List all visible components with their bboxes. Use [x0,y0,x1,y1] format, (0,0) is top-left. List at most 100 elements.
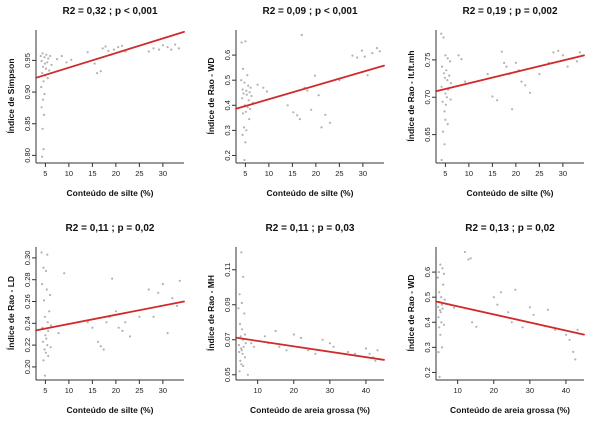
data-point [243,333,247,336]
x-tick-label: 5 [43,169,47,178]
data-point [41,98,45,101]
data-point [240,347,243,350]
data-point [437,271,440,274]
x-tick-label: 25 [135,386,143,395]
data-point [443,298,446,301]
data-point [441,100,444,103]
data-point [244,110,247,113]
data-point [70,58,73,61]
data-point [437,305,440,309]
data-point [241,133,244,136]
data-point [486,73,489,76]
data-point [292,111,295,114]
data-point [443,110,446,113]
data-point [469,257,472,260]
data-point [239,335,242,338]
data-point [371,52,374,55]
scatter-plot: 5 10 15 20 25 30 0.20 0.22 0.24 0.26 0.28 0.30 [23,247,185,395]
x-tick-label: 20 [490,386,498,395]
data-point [41,65,45,68]
data-point [46,253,49,256]
data-point [63,272,66,275]
data-point [249,107,252,111]
data-point [246,106,249,109]
data-point [576,328,579,331]
data-point [507,311,510,314]
data-point [242,275,245,278]
chart-title: R2 = 0,19 ; p = 0,002 [462,6,558,17]
data-point [86,51,89,54]
data-point [45,53,48,56]
data-point [177,47,180,50]
data-point [104,45,107,48]
x-tick-label: 30 [526,386,534,395]
data-point [244,141,247,144]
data-point [292,333,295,336]
data-point [124,321,127,324]
x-tick-label: 20 [312,169,320,178]
chart-title: R2 = 0,11 ; p = 0,02 [65,223,155,234]
data-point [241,88,244,91]
scatter-plot: 10 20 30 40 0.2 0.3 0.4 0.5 0.6 [423,247,585,395]
data-point [441,130,445,133]
x-tick-label: 40 [362,386,370,395]
x-axis-title: Conteúdo de silte (%) [266,188,354,198]
data-point [48,69,51,72]
data-point [45,337,48,340]
data-point [245,89,248,92]
data-point [437,316,440,319]
data-point [538,73,541,76]
data-point [440,85,443,88]
data-point [440,158,443,162]
data-point [568,338,571,341]
data-point [496,303,499,306]
data-point [241,97,244,100]
data-point [554,328,557,331]
data-point [256,83,259,86]
data-point [364,347,368,350]
data-point [245,129,248,132]
data-point [170,48,173,51]
data-point [572,350,575,353]
data-point [496,99,499,102]
y-tick-label: 0.70 [423,90,432,105]
y-tick-label: 0.4 [223,100,232,110]
data-point [42,359,45,362]
scatter-plot: 5 10 15 20 25 30 0.65 0.70 0.75 [423,30,585,178]
data-point [443,76,446,79]
data-point [285,349,288,352]
data-point [50,63,53,66]
data-point [248,91,251,94]
data-point [492,296,495,299]
data-point [444,118,447,121]
data-point [441,267,444,270]
data-point [440,321,443,324]
data-point [40,251,43,254]
data-point [442,283,445,286]
x-tick-label: 25 [135,169,143,178]
data-point [444,92,447,95]
y-tick-label: 0.28 [23,272,32,287]
data-point [242,92,245,95]
data-point [43,315,47,318]
data-point [578,51,581,54]
data-point [96,72,99,75]
x-tick-label: 20 [112,386,120,395]
x-tick-label: 20 [290,386,298,395]
data-point [46,344,49,347]
data-point [546,308,549,311]
data-point [449,98,452,101]
data-point [42,113,46,116]
y-tick-label: 0.24 [23,316,32,331]
data-point [300,33,303,37]
data-point [246,373,249,376]
y-tick-label: 0.26 [23,294,32,309]
data-point [446,57,449,60]
data-point [351,54,354,57]
y-tick-label: 0.2 [423,367,432,377]
data-point [274,329,277,333]
data-point [243,312,246,315]
data-point [101,47,104,50]
y-tick-label: 0.22 [23,338,32,353]
data-point [444,54,447,57]
